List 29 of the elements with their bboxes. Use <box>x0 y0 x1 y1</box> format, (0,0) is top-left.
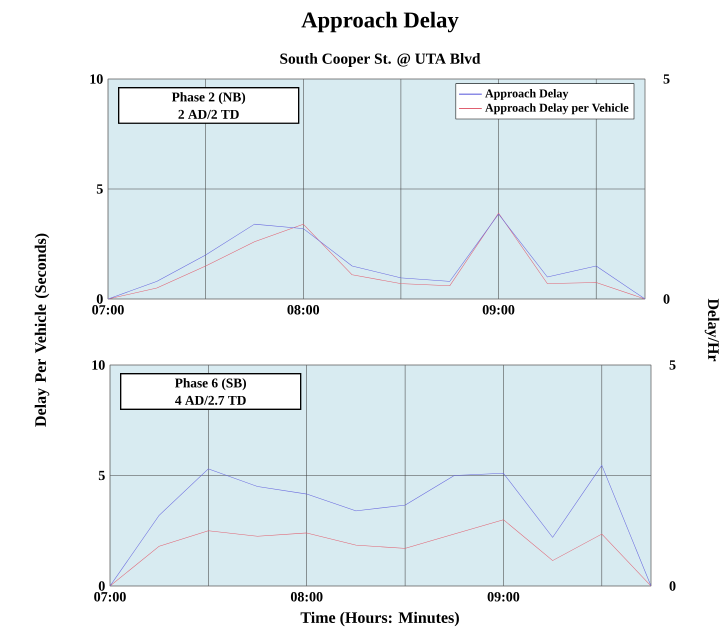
y-tick-label: 0 <box>96 294 103 304</box>
x-tick-label: 07:00 <box>94 592 126 602</box>
line-series <box>110 520 651 586</box>
x-axis-title: Time (Hours: Minutes) <box>300 612 459 626</box>
y2-tick-label: 5 <box>670 360 676 370</box>
chart-subtitle: South Cooper St. @ UTA Blvd <box>280 53 480 68</box>
legend-label: Approach Delay per Vehicle <box>485 103 628 114</box>
x-tick-label: 08:00 <box>290 592 323 602</box>
annotation: 2 AD/2 TD <box>178 110 239 119</box>
annotation: Phase 2 (NB) <box>172 92 246 104</box>
y2-axis-title: Delay/Hr <box>704 298 720 362</box>
y-axis-title: Delay Per Vehicle (Seconds) <box>34 234 50 427</box>
annotation: 4 AD/2.7 TD <box>175 396 246 406</box>
y-tick-label: 5 <box>96 184 103 194</box>
y2-tick-label: 0 <box>664 294 670 304</box>
y2-tick-label: 0 <box>670 581 676 591</box>
annotation: Phase 6 (SB) <box>174 378 246 390</box>
x-tick-label: 07:00 <box>92 305 124 315</box>
x-tick-label: 08:00 <box>287 305 320 315</box>
y2-tick-label: 5 <box>664 74 670 84</box>
y-tick-label: 10 <box>92 360 105 370</box>
x-tick-label: 09:00 <box>488 592 520 602</box>
y-tick-label: 5 <box>98 471 105 480</box>
y-tick-label: 10 <box>90 74 103 84</box>
x-tick-label: 09:00 <box>482 305 514 315</box>
chart-title: Approach Delay <box>301 12 459 32</box>
legend-label: Approach Delay <box>485 89 568 100</box>
y-tick-label: 0 <box>98 581 105 591</box>
line-series <box>110 465 651 586</box>
